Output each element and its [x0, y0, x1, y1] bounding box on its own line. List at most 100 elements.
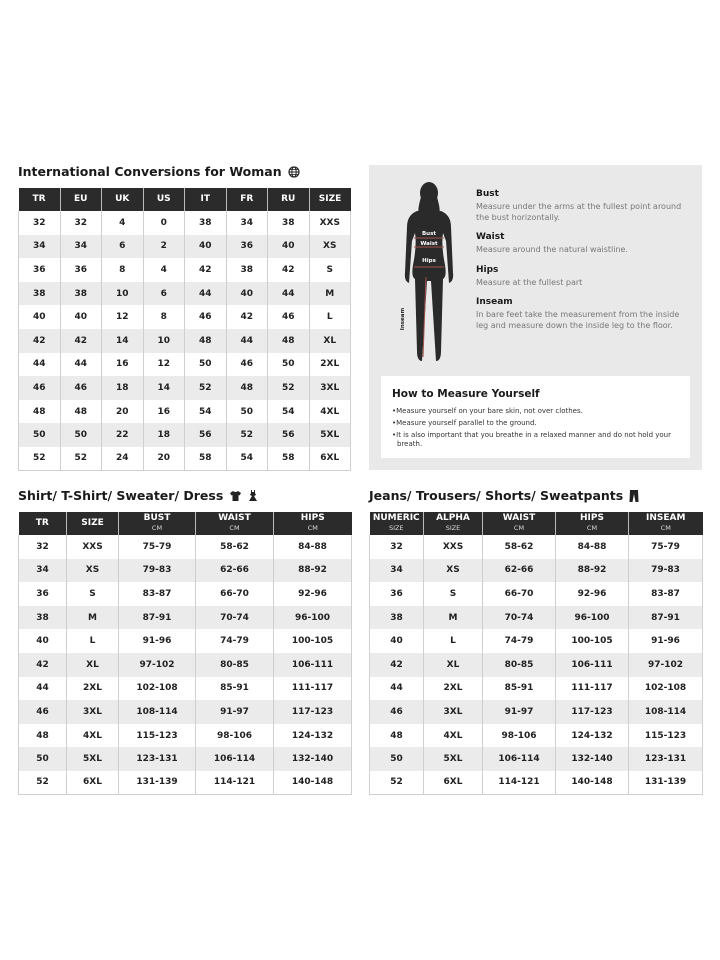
table-cell: 44 — [369, 676, 424, 701]
column-header: UK — [101, 188, 143, 211]
table-cell: 111-117 — [273, 676, 352, 701]
table-row: 34 XS 79-83 62-66 88-92 — [18, 558, 352, 583]
table-row: 48 4XL 98-106 124-132 115-123 — [369, 723, 703, 748]
table-row: 40 L 91-96 74-79 100-105 — [18, 629, 352, 653]
table-cell: L — [423, 629, 483, 653]
table-cell: 40 — [18, 629, 67, 653]
table-cell: 140-148 — [273, 770, 352, 796]
table-cell: 75-79 — [118, 535, 196, 559]
table-cell: 102-108 — [628, 676, 703, 701]
table-cell: 44 — [59, 352, 102, 377]
table-cell: 92-96 — [273, 582, 352, 606]
column-header-label: NUMERIC — [372, 513, 420, 523]
column-header: EU — [59, 188, 102, 211]
table-cell: 108-114 — [628, 700, 703, 724]
table-cell: 40 — [59, 305, 102, 329]
table-row: 50 5XL 106-114 132-140 123-131 — [369, 747, 703, 771]
table-row: 34 XS 62-66 88-92 79-83 — [369, 558, 703, 583]
table-cell: 85-91 — [482, 676, 556, 701]
column-header-label: HIPS — [580, 513, 604, 523]
table-cell: 18 — [142, 423, 185, 447]
table-cell: 97-102 — [118, 652, 196, 677]
definition-inseam: Inseam In bare feet take the measurement … — [476, 297, 691, 331]
table-cell: 8 — [101, 258, 143, 282]
column-header: HIPS CM — [555, 512, 629, 535]
table-cell: 52 — [225, 423, 268, 447]
table-cell: 32 — [59, 211, 102, 235]
table-cell: 36 — [59, 258, 102, 282]
table-cell: 4 — [101, 211, 143, 235]
table-cell: 38 — [369, 605, 424, 630]
table-cell: S — [423, 582, 483, 606]
column-header-label: WAIST — [502, 513, 536, 523]
table-cell: 50 — [18, 423, 60, 447]
table-row: 42 XL 97-102 80-85 106-111 — [18, 652, 352, 677]
figure-label-inseam: Inseam — [400, 308, 406, 331]
column-header: SIZE — [308, 188, 351, 211]
table-cell: 3XL — [308, 376, 351, 400]
table-cell: 34 — [18, 234, 60, 259]
table-cell: 46 — [184, 305, 226, 329]
table-cell: 132-140 — [555, 747, 629, 771]
table-cell: 70-74 — [195, 605, 274, 630]
table-cell: 123-131 — [628, 747, 703, 771]
table-cell: 8 — [142, 305, 185, 329]
column-header-label: TR — [35, 518, 49, 528]
header-row: TR EU UK US IT FR RU SIZE — [18, 188, 351, 211]
table-cell: 92-96 — [555, 582, 629, 606]
table-cell: 36 — [225, 234, 268, 259]
table-cell: 96-100 — [555, 605, 629, 630]
table-cell: 40 — [18, 305, 60, 329]
table-cell: XXS — [308, 211, 351, 235]
table-row: 52 6XL 131-139 114-121 140-148 — [18, 770, 352, 796]
table-cell: XS — [308, 234, 351, 259]
definition-waist: Waist Measure around the natural waistlin… — [476, 232, 691, 256]
table-row: 42 42 14 10 48 44 48 XL — [18, 328, 351, 353]
table-cell: 74-79 — [482, 629, 556, 653]
figure-label-waist: Waist — [420, 241, 438, 247]
table-cell: 46 — [18, 700, 67, 724]
table-cell: 4XL — [423, 723, 483, 748]
table-cell: 56 — [267, 423, 309, 447]
table-cell: 50 — [267, 352, 309, 377]
table-cell: 32 — [18, 211, 60, 235]
table-cell: 79-83 — [628, 558, 703, 583]
table-cell: 52 — [59, 446, 102, 472]
table-cell: 14 — [101, 328, 143, 353]
table-cell: 34 — [59, 234, 102, 259]
definition-hips: Hips Measure at the fullest part — [476, 265, 691, 289]
table-cell: 44 — [225, 328, 268, 353]
how-to-bullet: Measure yourself parallel to the ground. — [392, 419, 679, 428]
table-cell: 98-106 — [482, 723, 556, 748]
definition-term: Bust — [476, 189, 499, 199]
table-row: 38 38 10 6 44 40 44 M — [18, 281, 351, 306]
table-cell: 34 — [18, 558, 67, 583]
table-cell: 131-139 — [118, 770, 196, 796]
table-cell: 124-132 — [555, 723, 629, 748]
table-cell: 42 — [184, 258, 226, 282]
table-row: 40 40 12 8 46 42 46 L — [18, 305, 351, 329]
bottoms-title-text: Jeans/ Trousers/ Shorts/ Sweatpants — [369, 488, 624, 503]
table-cell: 58 — [184, 446, 226, 472]
table-cell: 42 — [267, 258, 309, 282]
table-cell: 42 — [18, 652, 67, 677]
column-header-unit: CM — [307, 524, 318, 532]
table-cell: 24 — [101, 446, 143, 472]
table-row: 50 50 22 18 56 52 56 5XL — [18, 423, 351, 447]
table-cell: 132-140 — [273, 747, 352, 771]
table-cell: 32 — [18, 535, 67, 559]
table-cell: 4XL — [308, 399, 351, 424]
table-cell: 50 — [184, 352, 226, 377]
table-cell: 42 — [59, 328, 102, 353]
table-cell: 2XL — [308, 352, 351, 377]
how-to-measure-box: How to Measure Yourself Measure yourself… — [381, 376, 690, 458]
conversions-table: TR EU UK US IT FR RU SIZE 32 32 4 0 38 34 38 XXS 34 34 6 2 4… — [18, 188, 351, 472]
table-cell: 36 — [18, 582, 67, 606]
table-cell: 52 — [369, 770, 424, 796]
table-cell: 58-62 — [482, 535, 556, 559]
column-header-unit: SIZE — [445, 524, 461, 532]
table-cell: 42 — [369, 652, 424, 677]
table-row: 48 48 20 16 54 50 54 4XL — [18, 399, 351, 424]
table-cell: L — [66, 629, 119, 653]
table-cell: XL — [423, 652, 483, 677]
